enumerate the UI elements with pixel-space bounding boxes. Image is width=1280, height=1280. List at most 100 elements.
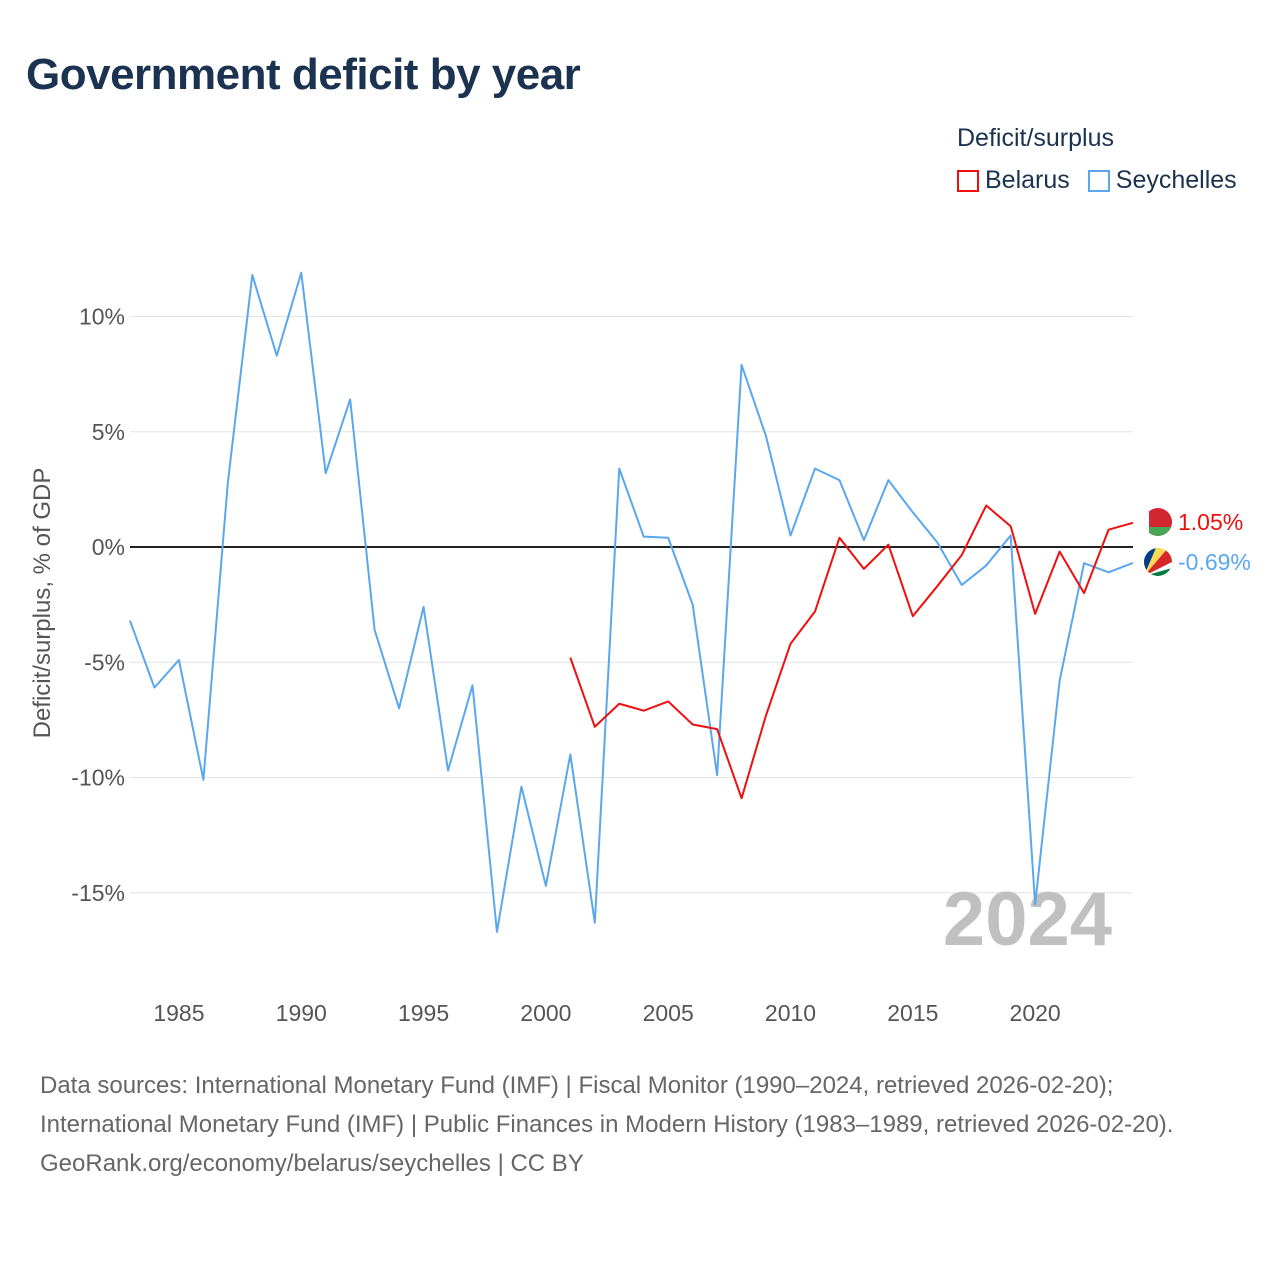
legend-item-seychelles[interactable]: Seychelles <box>1087 166 1237 195</box>
footer: Data sources: International Monetary Fun… <box>40 1066 1240 1183</box>
data-point-seychelles <box>1131 561 1135 565</box>
legend-title: Deficit/surplus <box>957 124 1114 152</box>
data-point-seychelles <box>911 510 915 514</box>
seychelles-flag-icon <box>1144 548 1172 576</box>
data-point-belarus <box>1009 524 1013 528</box>
data-point-seychelles <box>544 884 548 888</box>
x-tick-label: 2020 <box>1010 1000 1061 1026</box>
chart-title: Government deficit by year <box>26 50 581 99</box>
data-point-seychelles <box>495 930 499 934</box>
data-point-seychelles <box>715 773 719 777</box>
data-point-seychelles <box>1107 570 1111 574</box>
credit-link[interactable]: GeoRank.org/economy/belarus/seychelles |… <box>40 1150 584 1177</box>
data-point-seychelles <box>740 363 744 367</box>
end-label-seychelles: -0.69% <box>1178 549 1251 575</box>
data-point-seychelles <box>813 467 817 471</box>
legend-label: Belarus <box>985 166 1070 194</box>
y-tick-label: 0% <box>92 534 125 560</box>
data-point-seychelles <box>1082 561 1086 565</box>
data-point-belarus <box>960 553 964 557</box>
data-point-belarus <box>666 699 670 703</box>
data-point-seychelles <box>862 538 866 542</box>
legend-label: Seychelles <box>1115 166 1237 194</box>
data-point-belarus <box>593 725 597 729</box>
data-point-seychelles <box>201 778 205 782</box>
data-point-belarus <box>642 709 646 713</box>
data-point-seychelles <box>837 478 841 482</box>
data-point-belarus <box>1033 612 1037 616</box>
data-point-belarus <box>984 504 988 508</box>
data-point-seychelles <box>250 273 254 277</box>
data-point-seychelles <box>935 540 939 544</box>
data-point-seychelles <box>960 583 964 587</box>
legend-swatch-belarus <box>957 169 979 192</box>
data-point-belarus <box>911 614 915 618</box>
x-tick-label: 2005 <box>643 1000 694 1026</box>
data-point-belarus <box>740 796 744 800</box>
data-point-seychelles <box>177 658 181 662</box>
line-chart: 10% 5% 0% -5% -10% -15% 1985 1990 1995 2000 2005 20… <box>29 271 1251 1026</box>
data-point-belarus <box>1131 521 1135 525</box>
data-point-seychelles <box>789 533 793 537</box>
data-point-seychelles <box>593 921 597 925</box>
data-point-belarus <box>691 722 695 726</box>
data-point-belarus <box>1107 528 1111 532</box>
belarus-flag-icon <box>1144 508 1172 536</box>
legend-swatch-seychelles <box>1087 169 1110 192</box>
data-point-seychelles <box>617 467 621 471</box>
x-tick-label: 2000 <box>520 1000 571 1026</box>
data-point-seychelles <box>324 471 328 475</box>
data-point-belarus <box>837 536 841 540</box>
series-line-seychelles <box>129 271 1134 933</box>
data-point-belarus <box>715 727 719 731</box>
data-point-belarus <box>764 713 768 717</box>
data-point-seychelles <box>373 628 377 632</box>
data-point-seychelles <box>1058 679 1062 683</box>
y-axis-label: Deficit/surplus, % of GDP <box>29 468 56 739</box>
data-point-seychelles <box>422 605 426 609</box>
legend: Belarus Seychelles <box>957 166 1237 195</box>
data-point-seychelles <box>446 769 450 773</box>
data-point-seychelles <box>666 536 670 540</box>
y-tick-label: -5% <box>84 649 125 675</box>
legend-item-belarus[interactable]: Belarus <box>957 166 1070 195</box>
year-watermark: 2024 <box>943 877 1112 962</box>
x-tick-label: 2010 <box>765 1000 816 1026</box>
x-tick-label: 2015 <box>887 1000 938 1026</box>
x-tick-label: 1985 <box>153 1000 204 1026</box>
y-tick-label: -15% <box>71 880 125 906</box>
x-tick-label: 1990 <box>276 1000 327 1026</box>
data-point-seychelles <box>984 563 988 567</box>
data-point-seychelles <box>470 683 474 687</box>
data-point-seychelles <box>642 535 646 539</box>
data-point-seychelles <box>764 434 768 438</box>
data-point-seychelles <box>128 619 132 623</box>
data-point-belarus <box>1082 591 1086 595</box>
data-point-seychelles <box>519 785 523 789</box>
data-point-belarus <box>813 610 817 614</box>
end-label-belarus: 1.05% <box>1178 509 1243 535</box>
data-point-belarus <box>568 656 572 660</box>
data-point-belarus <box>862 567 866 571</box>
data-point-belarus <box>1058 550 1062 554</box>
data-point-belarus <box>617 702 621 706</box>
data-point-belarus <box>789 642 793 646</box>
data-point-seychelles <box>568 752 572 756</box>
x-tick-label: 1995 <box>398 1000 449 1026</box>
data-point-seychelles <box>1033 902 1037 906</box>
data-point-seychelles <box>886 478 890 482</box>
data-point-seychelles <box>299 271 303 275</box>
data-point-seychelles <box>275 354 279 358</box>
data-point-seychelles <box>152 686 156 690</box>
y-tick-label: -10% <box>71 765 125 791</box>
data-point-seychelles <box>226 480 230 484</box>
data-point-belarus <box>935 584 939 588</box>
y-tick-label: 5% <box>92 419 125 445</box>
data-point-belarus <box>886 543 890 547</box>
data-sources: Data sources: International Monetary Fun… <box>40 1072 1174 1138</box>
data-point-seychelles <box>397 706 401 710</box>
y-tick-label: 10% <box>79 304 125 330</box>
series-line-belarus <box>569 504 1134 800</box>
data-point-seychelles <box>348 397 352 401</box>
data-point-seychelles <box>691 603 695 607</box>
